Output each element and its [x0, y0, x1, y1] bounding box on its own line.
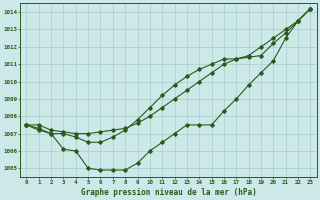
- X-axis label: Graphe pression niveau de la mer (hPa): Graphe pression niveau de la mer (hPa): [81, 188, 256, 197]
